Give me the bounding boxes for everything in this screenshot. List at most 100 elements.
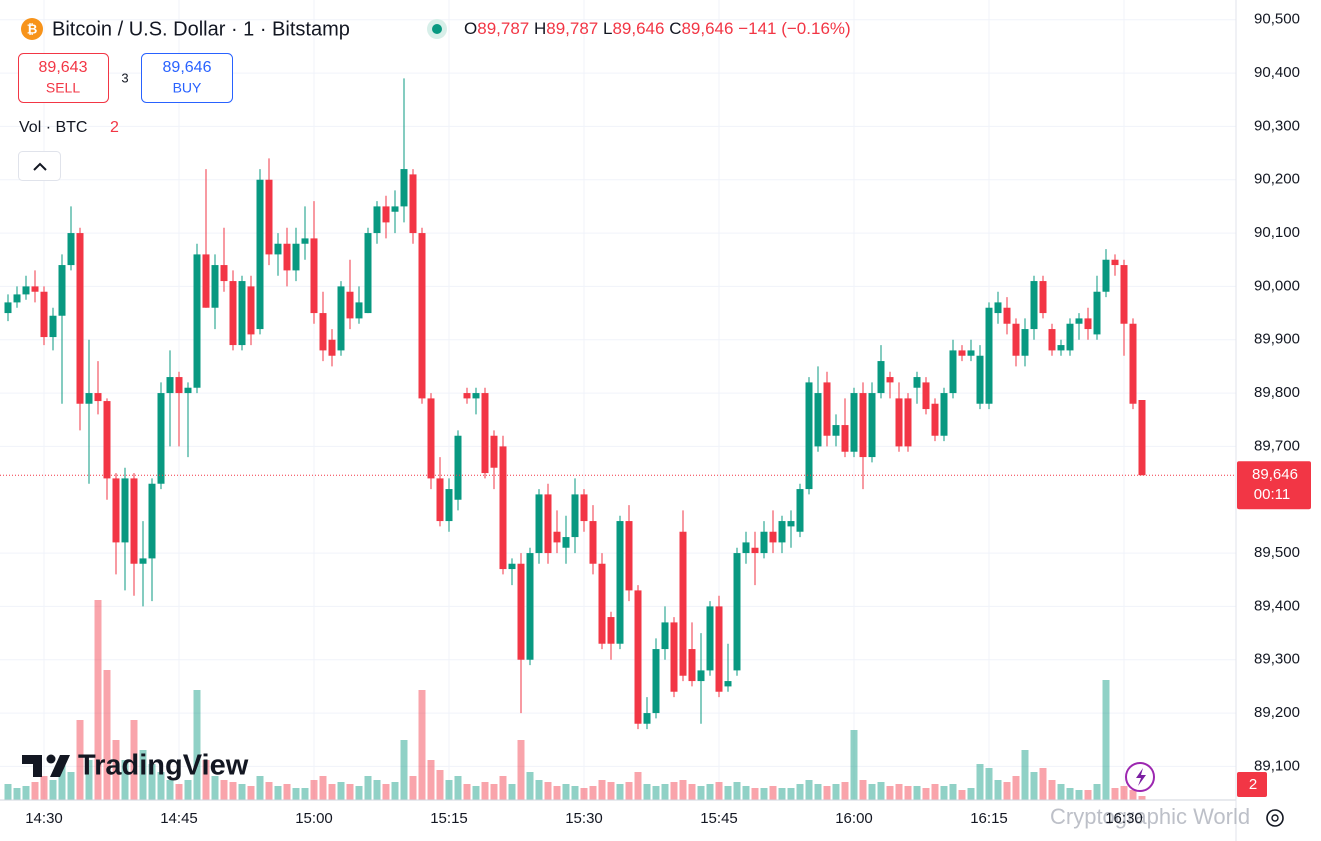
volume-bar: [508, 784, 516, 800]
candle-body: [1102, 259, 1110, 292]
volume-bar: [247, 786, 255, 800]
candle-body: [832, 425, 840, 436]
volume-bar: [859, 780, 867, 800]
candle-body: [571, 494, 579, 538]
candle-body: [436, 478, 444, 522]
sell-box[interactable]: [18, 53, 109, 103]
buy-box[interactable]: [141, 53, 233, 103]
logo-mark: [46, 754, 56, 764]
candle-body: [733, 553, 741, 671]
ohlc-value: 89,787: [546, 19, 598, 38]
buy-button[interactable]: 89,646 BUY: [141, 53, 233, 103]
collapse-button[interactable]: [18, 151, 61, 181]
candle-body: [535, 494, 543, 554]
volume-bar: [283, 784, 291, 800]
x-tick-label: 14:45: [160, 810, 198, 827]
volume-bar: [1021, 750, 1029, 800]
volume-bar: [931, 784, 939, 800]
assistant-button[interactable]: [1125, 762, 1155, 792]
volume-bar: [238, 784, 246, 800]
volume-bar: [175, 784, 183, 800]
candle-body: [130, 478, 138, 564]
candle-body: [4, 302, 12, 314]
candle-body: [1084, 318, 1092, 330]
candle-body: [148, 483, 156, 559]
y-tick-label: 90,100: [1254, 224, 1300, 241]
candle-body: [544, 494, 552, 554]
volume-bar: [850, 730, 858, 800]
buy-label[interactable]: BUY: [173, 80, 202, 96]
candle-body: [481, 393, 489, 474]
candle-body: [94, 393, 102, 402]
volume-bar: [958, 790, 966, 800]
candle-body: [229, 281, 237, 346]
buy-price[interactable]: 89,646: [163, 59, 212, 76]
volume-bar: [517, 740, 525, 800]
assistant-bolt[interactable]: [1136, 768, 1146, 786]
candle-body: [634, 590, 642, 724]
candle-body: [139, 558, 147, 564]
candle-body: [688, 649, 696, 682]
volume-bar: [364, 776, 372, 800]
sell-label[interactable]: SELL: [46, 80, 80, 96]
volume-bar: [643, 784, 651, 800]
volume-bar: [967, 788, 975, 800]
candle-body: [967, 350, 975, 356]
volume-bar: [742, 786, 750, 800]
candle-body: [355, 302, 363, 319]
y-tick-label: 90,500: [1254, 11, 1300, 28]
volume-bar: [652, 786, 660, 800]
candle-body: [22, 286, 30, 295]
volume-bar: [1057, 784, 1065, 800]
x-tick-label: 16:00: [835, 810, 873, 827]
volume-bar: [589, 786, 597, 800]
candle-body: [175, 377, 183, 394]
ohlc-legend: O89,787 H89,787 L89,646 C89,646 −141 (−0…: [464, 19, 851, 38]
candle-body: [778, 521, 786, 543]
countdown: 00:11: [1254, 486, 1290, 503]
volume-bar: [67, 772, 75, 800]
volume-bar: [4, 784, 12, 800]
symbol-title: Bitcoin / U.S. Dollar · 1 · Bitstamp: [52, 18, 350, 40]
ohlc-value: 89,646: [612, 19, 664, 38]
candle-body: [166, 377, 174, 394]
y-tick-label: 89,400: [1254, 597, 1300, 614]
candle-body: [1075, 318, 1083, 324]
volume-bar: [895, 784, 903, 800]
bitcoin-icon: [21, 18, 43, 40]
candle-body: [49, 315, 57, 338]
volume-bar: [940, 786, 948, 800]
volume-bar: [805, 780, 813, 800]
candle-body: [409, 174, 417, 234]
candle-body: [670, 622, 678, 692]
settings-button[interactable]: [1266, 809, 1284, 827]
candle-body: [1057, 345, 1065, 351]
candle-body: [103, 401, 111, 479]
volume-bar: [256, 776, 264, 800]
logo-mark: [50, 755, 70, 777]
volume-bar: [1138, 796, 1146, 800]
volume-bar: [688, 784, 696, 800]
volume-bar: [427, 760, 435, 800]
market-status-dot: [432, 24, 442, 34]
volume-bar: [1003, 782, 1011, 800]
chevron-up[interactable]: [33, 162, 47, 171]
ohlc-key: L: [603, 19, 612, 38]
volume-bar: [229, 782, 237, 800]
volume-bar: [1039, 768, 1047, 800]
settings-icon[interactable]: [1266, 809, 1284, 827]
sell-price[interactable]: 89,643: [39, 59, 88, 76]
tradingview-logo: TradingView: [22, 750, 249, 782]
volume-bar: [76, 720, 84, 800]
volume-bar: [184, 780, 192, 800]
volume-bar: [274, 786, 282, 800]
candle-body: [895, 398, 903, 447]
x-tick-label: 16:15: [970, 810, 1008, 827]
candle-body: [769, 531, 777, 543]
settings-icon[interactable]: [1271, 814, 1279, 822]
volume-bar: [499, 776, 507, 800]
candle-body: [1138, 400, 1146, 476]
collapse-box[interactable]: [18, 151, 61, 181]
sell-button[interactable]: 89,643 SELL: [18, 53, 109, 103]
